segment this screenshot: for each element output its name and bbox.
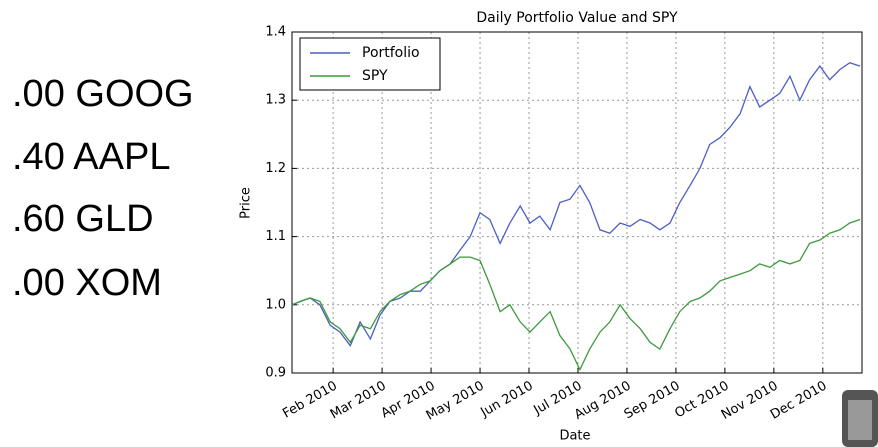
- series-line: [291, 61, 861, 347]
- x-axis-label: Date: [559, 429, 590, 444]
- chart-title: Daily Portfolio Value and SPY: [476, 10, 678, 26]
- legend-label: Portfolio: [362, 45, 420, 61]
- legend-label: SPY: [362, 68, 388, 84]
- y-tick-label: 1.0: [265, 297, 286, 312]
- x-tick-label: Mar 2010: [328, 379, 389, 423]
- allocation: .00 GOOG: [12, 73, 194, 115]
- y-tick-label: 1.4: [265, 25, 286, 40]
- y-axis-label: Price: [239, 187, 254, 219]
- allocation: .60 GLD: [12, 198, 154, 240]
- x-tick-label: Jun 2010: [478, 379, 536, 421]
- y-tick-label: 1.2: [265, 161, 286, 176]
- plot-frame: [291, 31, 863, 374]
- y-tick-label: 1.1: [265, 229, 286, 244]
- legend-box: [299, 37, 441, 91]
- x-tick-label: Dec 2010: [768, 379, 830, 423]
- device-photo-detail: [848, 400, 872, 440]
- series-line: [291, 218, 861, 372]
- y-tick-label: 0.9: [265, 366, 286, 381]
- x-tick-label: Sep 2010: [622, 379, 683, 423]
- y-tick-label: 1.3: [265, 93, 286, 108]
- x-tick-label: Aug 2010: [572, 379, 634, 423]
- allocation: .00 XOM: [12, 262, 162, 304]
- allocation: .40 AAPL: [12, 136, 170, 178]
